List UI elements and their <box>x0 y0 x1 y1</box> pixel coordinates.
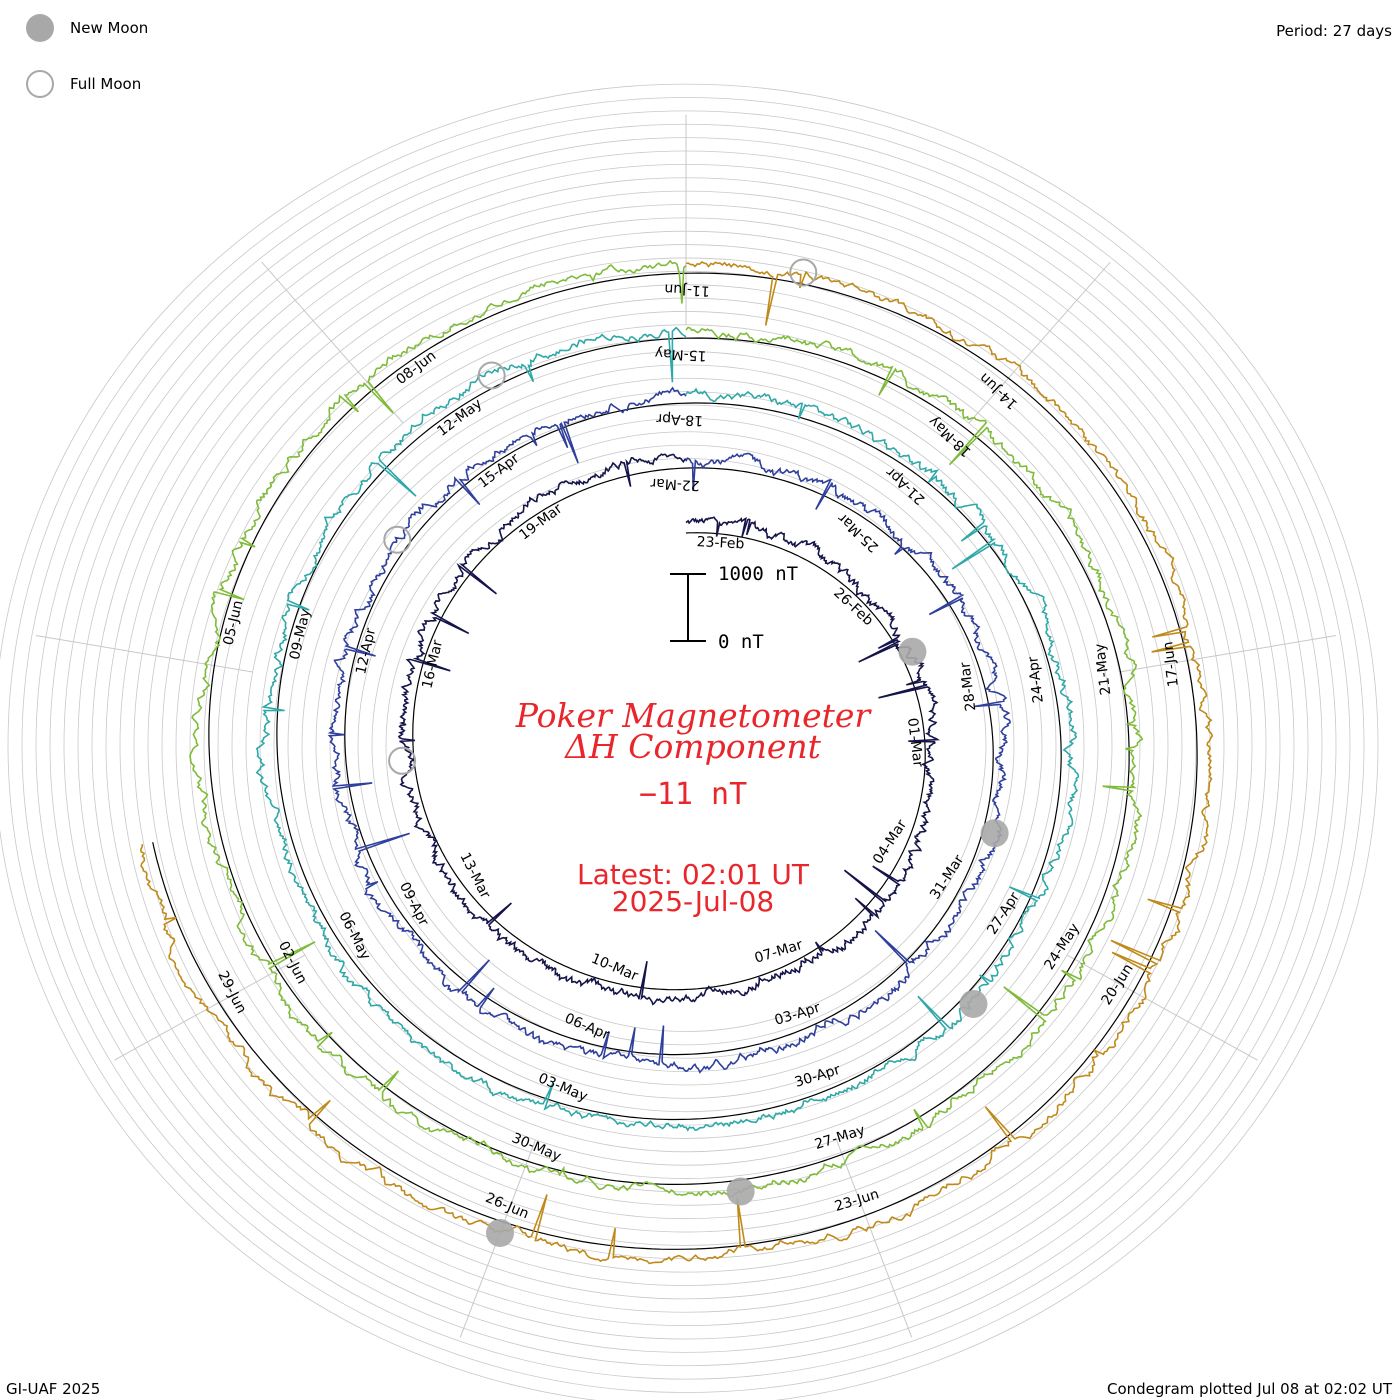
date-label: 25-Mar <box>835 510 882 555</box>
chart-title: Poker Magnetometer <box>515 696 873 735</box>
grid-radial <box>1066 954 1258 1061</box>
scale-label-top: 1000 nT <box>718 563 798 585</box>
scale-label-bottom: 0 nT <box>718 631 764 653</box>
trace-series-5 <box>140 261 1214 1265</box>
trace-series-4 <box>189 259 1144 1198</box>
grid-radial <box>836 1139 913 1338</box>
date-label: 15-May <box>654 345 707 364</box>
date-label: 20-Jun <box>1099 961 1137 1008</box>
date-label: 17-Jun <box>1160 641 1182 688</box>
date-label: 31-Mar <box>927 852 967 902</box>
legend-full-moon: Full Moon <box>26 70 141 98</box>
legend-new-moon-label: New Moon <box>70 19 149 37</box>
full-moon-marker <box>477 361 506 390</box>
latest-time: Latest: 02:01 UT <box>577 858 810 891</box>
date-label: 05-Jun <box>221 599 247 647</box>
date-label: 18-May <box>926 413 975 460</box>
center-annotations: 1000 nT 0 nT Poker Magnetometer ΔH Compo… <box>515 563 873 918</box>
date-label: 26-Feb <box>830 585 876 629</box>
new-moon-marker <box>726 1177 755 1206</box>
date-label: 28-Mar <box>957 661 979 712</box>
new-moon-marker <box>898 637 927 666</box>
new-moon-marker <box>959 989 988 1018</box>
grid-ring <box>287 364 1085 1126</box>
grid-ring <box>357 431 1015 1059</box>
full-moon-marker <box>388 746 417 775</box>
legend-full-moon-label: Full Moon <box>70 75 142 93</box>
new-moon-marker <box>980 819 1009 848</box>
grid-radial <box>1119 635 1337 673</box>
footer-credit: GI-UAF 2025 <box>6 1380 101 1398</box>
grid-ring <box>385 458 987 1032</box>
grid-ring <box>273 351 1099 1139</box>
grid-ring <box>371 444 1001 1046</box>
trace-series-2 <box>327 386 1011 1074</box>
chart-subtitle: ΔH Component <box>563 727 822 766</box>
date-label: 07-Mar <box>753 937 805 967</box>
date-label: 23-Feb <box>696 534 745 552</box>
grid-ring <box>0 83 1379 1400</box>
full-moon-icon <box>26 70 54 98</box>
trace-series-1 <box>397 453 941 1006</box>
grid-ring <box>7 97 1365 1393</box>
date-label: 24-May <box>1041 921 1083 973</box>
date-label: 14-Jun <box>977 369 1021 412</box>
date-label: 12-May <box>434 396 485 440</box>
grid-radial <box>114 954 306 1061</box>
full-moon-marker <box>383 525 412 554</box>
date-label: 29-Jun <box>214 968 249 1016</box>
date-label: 12-Apr <box>353 626 379 675</box>
date-label: 09-Apr <box>396 880 432 929</box>
trace-layer <box>140 259 1214 1265</box>
baseline-spiral <box>152 272 1198 1250</box>
date-label: 13-Mar <box>456 850 493 901</box>
grid-radial <box>35 635 253 673</box>
date-label: 30-May <box>509 1130 563 1165</box>
date-label: 21-May <box>1092 643 1114 696</box>
current-value: −11 nT <box>639 777 747 812</box>
date-label: 01-Mar <box>904 717 926 768</box>
date-label: 11-Jun <box>664 280 710 298</box>
new-moon-marker <box>486 1218 515 1247</box>
date-label: 23-Jun <box>833 1186 881 1215</box>
date-label: 18-Apr <box>656 410 704 428</box>
legend-new-moon: New Moon <box>26 14 148 42</box>
footer-plot-time: Condegram plotted Jul 08 at 02:02 UT <box>1106 1380 1392 1398</box>
grid-ring <box>329 404 1043 1086</box>
date-label: 04-Mar <box>870 817 910 867</box>
latest-date: 2025-Jul-08 <box>612 885 774 918</box>
trace-series-3 <box>255 326 1080 1132</box>
grid-ring <box>21 110 1351 1380</box>
new-moon-icon <box>26 14 54 42</box>
period-label: Period: 27 days <box>1276 22 1392 40</box>
full-moon-marker <box>789 258 818 287</box>
grid-ring <box>315 391 1057 1099</box>
moon-marker-layer <box>383 258 1009 1247</box>
date-label: 10-Mar <box>589 951 641 985</box>
date-label: 24-Apr <box>1025 655 1047 704</box>
grid-radial <box>968 261 1111 424</box>
date-label: 22-Mar <box>650 475 700 493</box>
date-label: 21-Apr <box>883 464 928 508</box>
